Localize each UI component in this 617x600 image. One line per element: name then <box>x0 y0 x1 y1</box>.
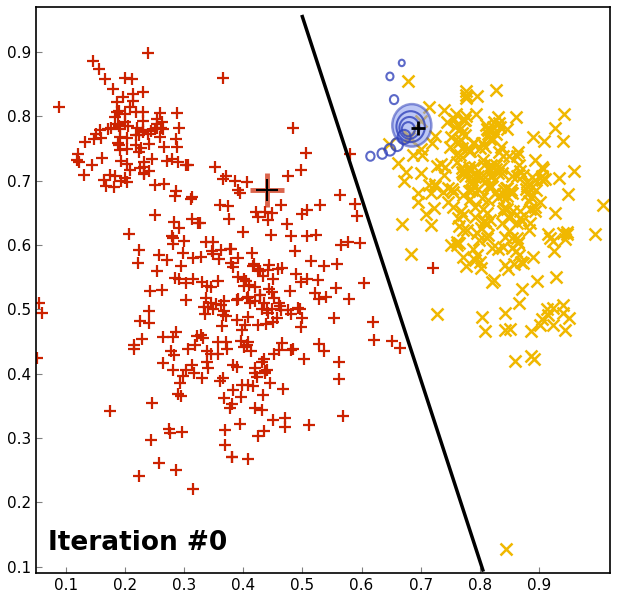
Text: Iteration #0: Iteration #0 <box>48 530 227 556</box>
Circle shape <box>392 104 431 146</box>
